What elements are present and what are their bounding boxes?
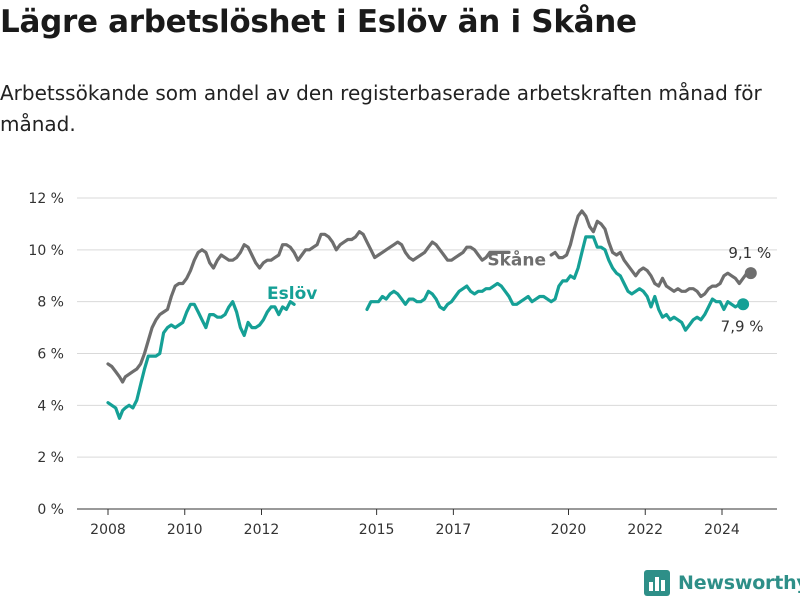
y-tick-label: 0 %	[37, 502, 64, 518]
newsworthy-logo: Newsworthy	[644, 570, 800, 596]
series-line-skne	[549, 209, 753, 299]
end-point-eslv	[737, 298, 750, 311]
x-tick-label: 2012	[244, 522, 280, 538]
end-point-skne	[744, 267, 757, 280]
y-tick-label: 8 %	[37, 295, 64, 311]
x-tick-label: 2008	[90, 522, 126, 538]
x-tick-label: 2017	[436, 522, 472, 538]
x-tick-label: 2020	[551, 522, 587, 538]
end-value-label-eslv: 7,9 %	[721, 317, 764, 335]
y-tick-label: 10 %	[28, 243, 64, 259]
y-tick-label: 12 %	[28, 191, 64, 207]
x-tick-label: 2015	[359, 522, 395, 538]
brand-name: Newsworthy	[678, 572, 800, 594]
x-tick-label: 2022	[627, 522, 663, 538]
chart-title: Lägre arbetslöshet i Eslöv än i Skåne	[0, 4, 637, 40]
chart-subtitle: Arbetssökande som andel av den registerb…	[0, 81, 762, 136]
bar-chart-logo-icon	[644, 570, 670, 596]
y-tick-label: 6 %	[37, 347, 64, 363]
x-tick-label: 2010	[167, 522, 203, 538]
y-tick-label: 4 %	[37, 398, 64, 414]
series-line-eslv	[106, 300, 296, 420]
series-label-eslv: Eslöv	[267, 284, 317, 304]
series-line-eslv	[365, 235, 745, 332]
series-line-skne	[106, 230, 511, 384]
series-label-skne: Skåne	[487, 248, 546, 270]
x-tick-label: 2024	[704, 522, 740, 538]
y-tick-label: 2 %	[37, 450, 64, 466]
end-value-label-skne: 9,1 %	[728, 244, 771, 262]
